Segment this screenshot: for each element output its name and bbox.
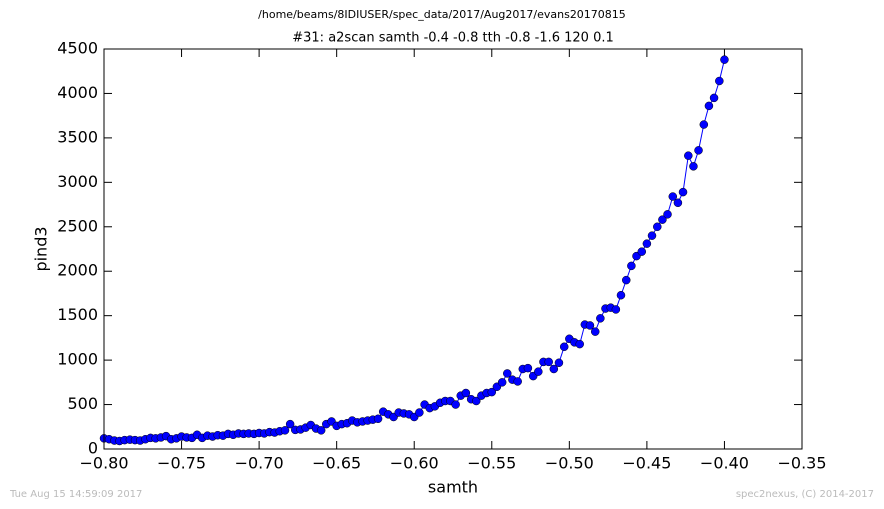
data-point — [523, 363, 533, 373]
x-tick-label: −0.65 — [312, 454, 361, 473]
x-tick-label: −0.45 — [622, 454, 671, 473]
data-point — [616, 290, 626, 300]
data-point — [709, 93, 719, 103]
data-point — [415, 408, 424, 417]
data-point — [285, 419, 295, 429]
data-point — [653, 222, 662, 232]
footer-right: spec2nexus, (C) 2014-2017 — [736, 489, 874, 500]
x-tick-label: −0.60 — [390, 454, 439, 473]
y-tick-label: 2000 — [57, 261, 98, 280]
data-point — [647, 231, 657, 240]
data-point — [673, 198, 683, 208]
data-point — [559, 342, 569, 352]
data-point — [590, 327, 600, 336]
data-point — [658, 215, 667, 224]
x-tick-label: −0.70 — [235, 454, 284, 473]
footer-left: Tue Aug 15 14:59:09 2017 — [9, 489, 142, 500]
data-point — [513, 377, 522, 386]
y-tick-label: 2500 — [57, 216, 98, 235]
data-point — [715, 76, 724, 86]
data-point — [534, 367, 543, 376]
data-point — [684, 151, 693, 160]
data-point — [487, 387, 497, 397]
data-point — [689, 162, 698, 171]
y-tick-label: 4000 — [57, 83, 98, 102]
data-point — [637, 247, 647, 256]
data-point — [554, 358, 564, 368]
data-point — [663, 210, 672, 219]
data-point — [720, 55, 729, 64]
data-point — [627, 261, 636, 271]
x-tick-label: −0.55 — [467, 454, 516, 473]
y-tick-label: 3000 — [57, 172, 98, 191]
y-tick-label: 1500 — [57, 305, 98, 324]
data-point — [472, 396, 481, 406]
y-tick-label: 1000 — [57, 350, 98, 369]
data-point — [497, 378, 507, 387]
data-point — [503, 369, 512, 378]
data-point — [678, 187, 688, 197]
y-axis-label: pind3 — [32, 226, 51, 271]
y-tick-label: 3500 — [57, 127, 98, 146]
data-point — [451, 400, 460, 409]
x-tick-label: −0.35 — [777, 454, 826, 473]
data-point — [611, 305, 621, 314]
y-tick-label: 0 — [88, 439, 98, 458]
y-tick-label: 4500 — [57, 39, 98, 58]
data-point — [704, 101, 714, 111]
y-tick-label: 500 — [67, 394, 98, 413]
data-point — [694, 146, 703, 155]
x-tick-label: −0.40 — [700, 454, 749, 473]
data-point — [549, 364, 559, 374]
data-point — [699, 120, 709, 129]
data-point — [544, 357, 553, 367]
data-point — [373, 414, 383, 424]
data-point — [585, 321, 595, 330]
data-point — [596, 314, 605, 323]
data-point — [575, 339, 584, 349]
suptitle: /home/beams/8IDIUSER/spec_data/2017/Aug2… — [258, 8, 626, 21]
data-point — [461, 388, 471, 398]
chart-title: #31: a2scan samth -0.4 -0.8 tth -0.8 -1.… — [292, 31, 614, 46]
x-tick-label: −0.75 — [157, 454, 206, 473]
x-tick-label: −0.50 — [545, 454, 594, 473]
data-point — [316, 426, 326, 435]
data-point — [668, 192, 678, 201]
data-point — [642, 239, 652, 248]
x-axis-label: samth — [428, 478, 478, 497]
data-point — [622, 275, 631, 285]
plot-frame — [103, 48, 803, 450]
data-point — [280, 426, 290, 435]
x-tick-label: −0.80 — [79, 454, 128, 473]
